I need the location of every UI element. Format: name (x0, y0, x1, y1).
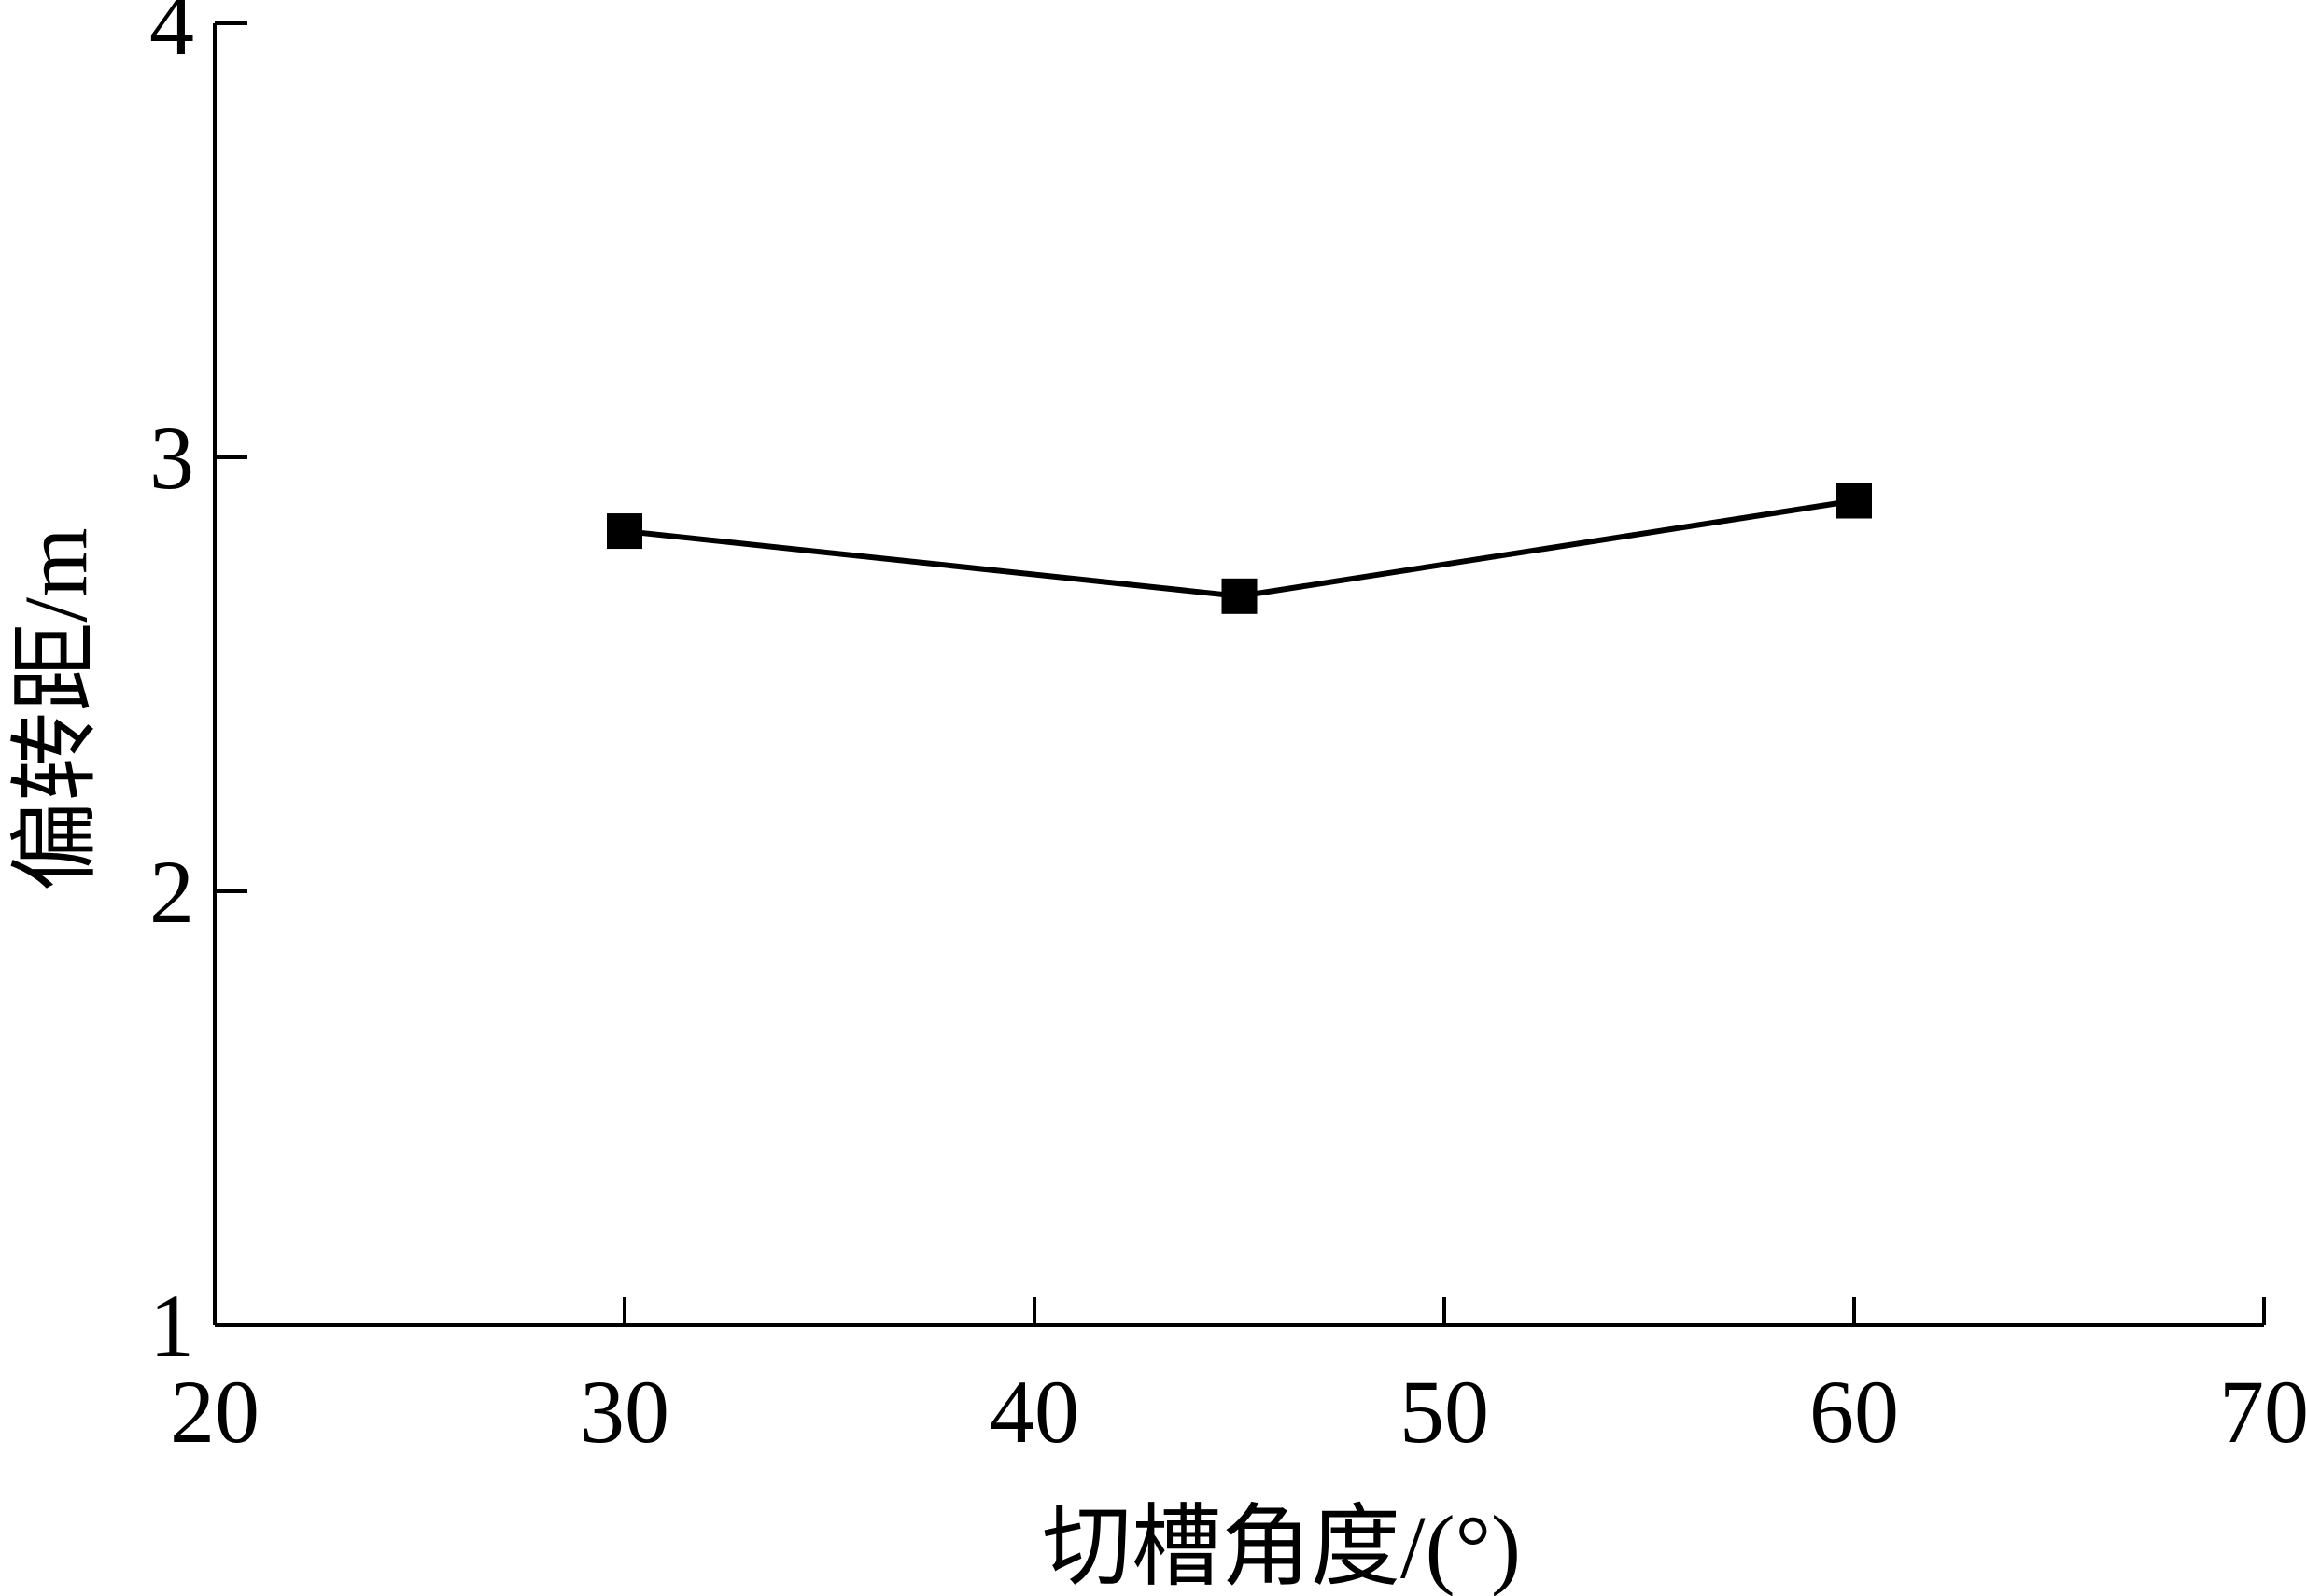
x-tick-label: 60 (1809, 1362, 1899, 1462)
y-tick-label: 4 (149, 0, 194, 74)
data-point-marker (1221, 578, 1258, 614)
x-tick-label: 70 (2219, 1362, 2306, 1462)
data-series (607, 483, 1872, 614)
y-axis-ticks: 1 2 3 4 (149, 0, 247, 1376)
x-axis-ticks: 20 30 40 50 60 70 (170, 1297, 2306, 1462)
data-point-marker (607, 513, 642, 550)
x-tick-label: 40 (990, 1362, 1079, 1462)
x-tick-label: 50 (1399, 1362, 1489, 1462)
axes (213, 23, 2264, 1327)
data-point-marker (1836, 483, 1872, 519)
x-axis-title: 切槽角度/(°) (1042, 1497, 1521, 1596)
y-tick-label: 2 (149, 842, 194, 942)
y-tick-label: 3 (149, 408, 194, 508)
x-tick-label: 20 (170, 1362, 260, 1462)
y-tick-label: 1 (149, 1276, 194, 1376)
x-tick-label: 30 (580, 1362, 669, 1462)
y-axis-title: 偏转距/m (6, 527, 105, 890)
